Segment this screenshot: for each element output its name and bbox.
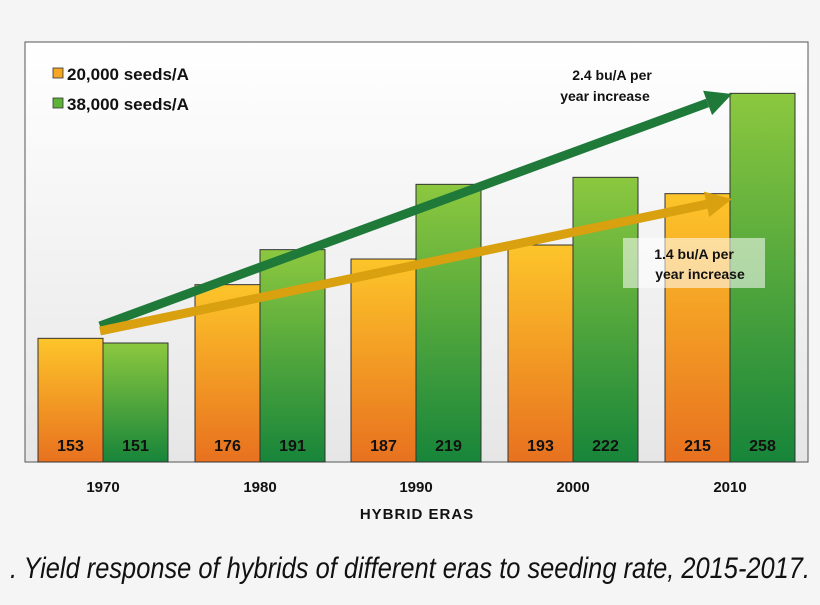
data-label: 222: [592, 438, 619, 455]
data-label: 193: [527, 438, 554, 455]
data-label: 219: [435, 438, 462, 455]
legend-label-20000: 20,000 seeds/A: [67, 65, 189, 84]
x-tick-label: 1980: [243, 479, 276, 496]
data-label: 153: [57, 438, 84, 455]
legend-label-38000: 38,000 seeds/A: [67, 95, 189, 114]
annotation-orange: 1.4 bu/A per year increase: [623, 238, 765, 288]
legend-swatch-20000: [52, 67, 64, 79]
data-label: 176: [214, 438, 241, 455]
caption: . Yield response of hybrids of different…: [10, 552, 810, 585]
data-label: 258: [749, 438, 776, 455]
bar-20000-2010: [664, 193, 731, 463]
bar-38000-1970: [102, 342, 169, 463]
bar-20000-1990: [350, 258, 417, 463]
annotation-green: 2.4 bu/A per year increase: [560, 67, 652, 104]
x-tick-label: 1990: [399, 479, 432, 496]
legend-swatch-38000: [52, 97, 64, 109]
legend: 20,000 seeds/A 38,000 seeds/A: [52, 65, 189, 114]
annotation-orange-line1: 1.4 bu/A per: [654, 246, 734, 262]
trend-arrow-orange: [99, 191, 732, 336]
bar-38000-1990: [415, 183, 482, 463]
bar-20000-2000: [507, 244, 574, 463]
x-tick-label: 2000: [556, 479, 589, 496]
data-label: 187: [370, 438, 397, 455]
bar-20000-1980: [194, 284, 261, 463]
x-axis-label: HYBRID ERAS: [360, 506, 474, 523]
x-tick-label: 2010: [713, 479, 746, 496]
bar-20000-1970: [37, 337, 104, 463]
data-label: 151: [122, 438, 149, 455]
data-label: 215: [684, 438, 711, 455]
x-tick-label: 1970: [86, 479, 119, 496]
data-label: 191: [279, 438, 306, 455]
annotation-orange-line2: year increase: [655, 266, 745, 282]
annotation-green-line2: year increase: [560, 88, 650, 104]
annotation-green-line1: 2.4 bu/A per: [572, 67, 652, 83]
trend-arrow-green: [98, 90, 732, 331]
